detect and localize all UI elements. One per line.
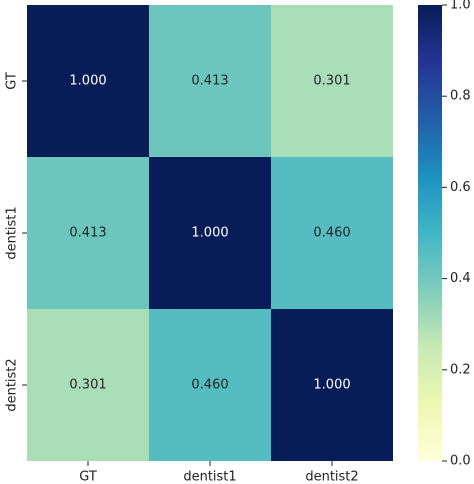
cell-label: 0.460 — [191, 378, 228, 393]
colorbar-tick-label: 0.4 — [450, 271, 471, 286]
x-tick-label: dentist2 — [305, 470, 358, 484]
x-tick-label: dentist1 — [183, 470, 236, 484]
heatmap-cell — [271, 5, 393, 157]
heatmap-cell — [149, 157, 271, 309]
cell-label: 0.413 — [69, 226, 106, 241]
x-tick-label: GT — [79, 470, 97, 484]
colorbar-tick-label: 0.8 — [450, 89, 471, 104]
cell-label: 1.000 — [191, 226, 228, 241]
y-tick-label: dentist1 — [5, 206, 20, 259]
heatmap-cell — [27, 157, 149, 309]
cell-label: 0.301 — [69, 378, 106, 393]
colorbar — [418, 5, 442, 461]
colorbar-tick-label: 0.2 — [450, 362, 471, 377]
y-tick-label: GT — [5, 72, 20, 90]
cell-label: 0.301 — [313, 74, 350, 89]
y-tick-label: dentist2 — [5, 358, 20, 411]
heatmap-cell — [271, 309, 393, 461]
cell-label: 0.460 — [313, 226, 350, 241]
colorbar-tick-label: 0.0 — [450, 454, 471, 469]
colorbar-tick-label: 1.0 — [450, 0, 471, 13]
heatmap-cell — [27, 309, 149, 461]
heatmap-cell — [27, 5, 149, 157]
cell-label: 1.000 — [313, 378, 350, 393]
heatmap-cell — [149, 5, 271, 157]
heatmap-cell — [271, 157, 393, 309]
heatmap-cell — [149, 309, 271, 461]
colorbar-tick-label: 0.6 — [450, 180, 471, 195]
cell-label: 1.000 — [69, 74, 106, 89]
cell-label: 0.413 — [191, 74, 228, 89]
